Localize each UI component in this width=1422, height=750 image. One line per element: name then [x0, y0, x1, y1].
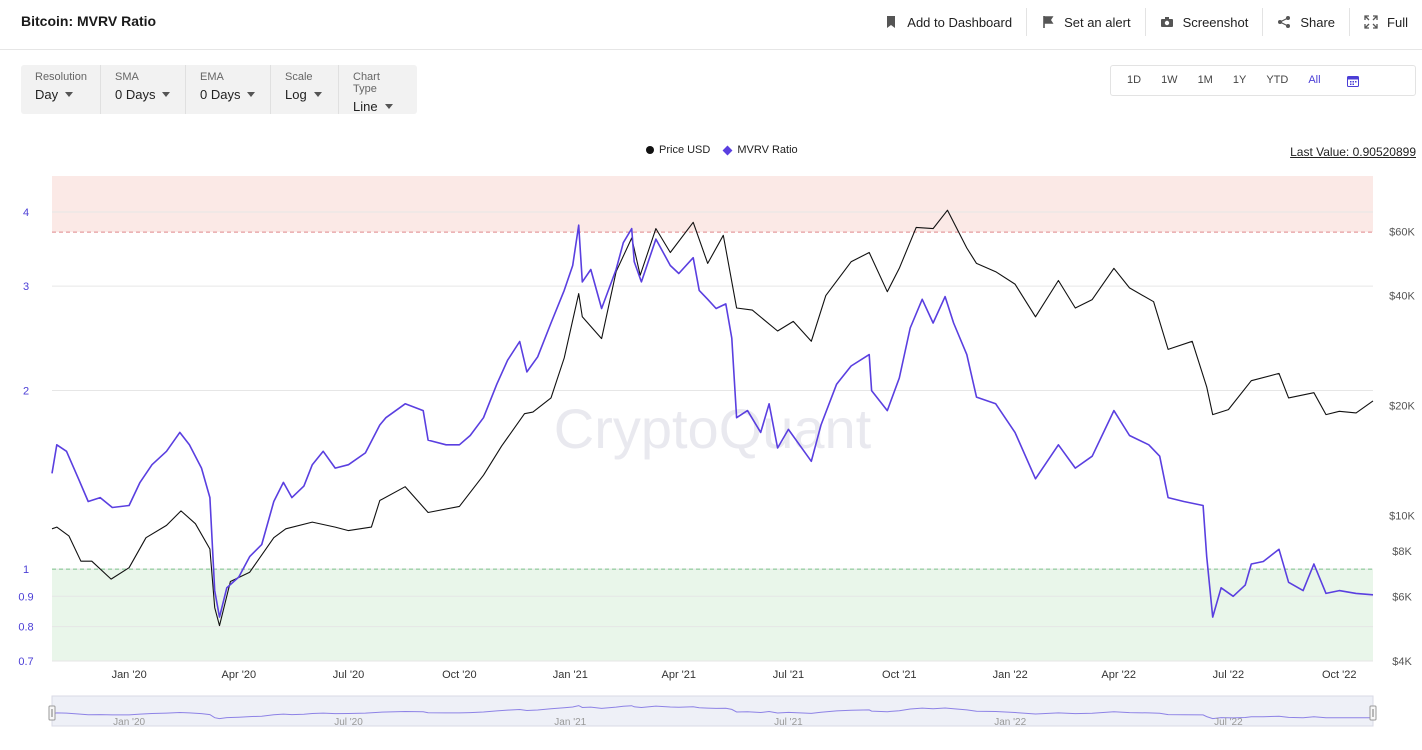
chevron-down-icon [313, 92, 322, 97]
bookmark-icon [884, 15, 898, 29]
navigator-tick-label: Jan '21 [554, 717, 586, 728]
share-label: Share [1300, 14, 1336, 30]
undervalued-zone [52, 569, 1373, 661]
y-left-tick-label: 1 [23, 564, 29, 576]
range-1w-button[interactable]: 1W [1161, 74, 1178, 86]
chart-type-value: Line [353, 99, 378, 114]
camera-icon [1160, 15, 1174, 29]
page-title: Bitcoin: MVRV Ratio [21, 13, 157, 29]
legend-label-price: Price USD [659, 144, 711, 156]
y-left-tick-label: 2 [23, 386, 29, 398]
x-tick-label: Jul '21 [773, 669, 804, 681]
legend-item-mvrv[interactable]: MVRV Ratio [722, 144, 798, 156]
resolution-value: Day [35, 87, 59, 102]
x-tick-label: Apr '21 [661, 669, 696, 681]
y-right-tick-label: $8K [1392, 546, 1412, 558]
alert-flag-icon [1041, 15, 1055, 29]
y-right-tick-label: $6K [1392, 592, 1412, 604]
scale-label: Scale [285, 71, 313, 83]
chevron-down-icon [65, 92, 74, 97]
fullscreen-label: Full [1387, 14, 1408, 30]
price-usd-line [51, 209, 1374, 627]
last-value: Last Value: 0.90520899 [1290, 145, 1416, 159]
mvrv-ratio-line [51, 224, 1374, 618]
navigator-tick-label: Jan '20 [113, 717, 145, 728]
y-left-tick-label: 4 [23, 207, 29, 219]
mvrv-chart[interactable]: CryptoQuant 0.7 0.8 0.9 1 2 3 4 $4K $6K $8K $10K $20… [0, 165, 1422, 690]
overvalued-zone [52, 176, 1373, 233]
range-1m-button[interactable]: 1M [1197, 74, 1213, 86]
expand-icon [1364, 15, 1378, 29]
navigator-tick-label: Jul '21 [774, 717, 803, 728]
y-right-tick-label: $60K [1389, 226, 1415, 238]
chevron-down-icon [384, 104, 393, 109]
ema-label: EMA [200, 71, 224, 83]
x-tick-label: Oct '22 [1322, 669, 1357, 681]
range-all-button[interactable]: All [1308, 74, 1321, 86]
navigator-series-line [51, 705, 1373, 720]
chart-legend: Price USD MVRV Ratio [646, 144, 812, 156]
y-right-tick-label: $4K [1392, 656, 1412, 668]
x-tick-label: Jan '21 [553, 669, 588, 681]
sma-select[interactable]: SMA 0 Days [101, 65, 186, 114]
legend-marker-mvrv [722, 145, 733, 155]
range-1y-button[interactable]: 1Y [1232, 74, 1247, 86]
resolution-select[interactable]: Resolution Day [21, 65, 101, 114]
add-to-dashboard-button[interactable]: Add to Dashboard [870, 8, 1026, 36]
x-tick-label: Oct '21 [882, 669, 917, 681]
top-bar: Bitcoin: MVRV Ratio Add to Dashboard Set… [0, 0, 1422, 50]
set-alert-button[interactable]: Set an alert [1026, 8, 1145, 36]
x-tick-label: Jan '22 [993, 669, 1028, 681]
y-left-tick-label: 3 [23, 281, 29, 293]
screenshot-button[interactable]: Screenshot [1144, 8, 1263, 36]
y-right-tick-label: $10K [1389, 511, 1415, 523]
y-left-tick-label: 0.8 [18, 622, 33, 634]
resolution-label: Resolution [35, 71, 87, 83]
x-tick-label: Jul '22 [1213, 669, 1244, 681]
scale-select[interactable]: Scale Log [271, 65, 339, 114]
chart-type-select[interactable]: Chart Type Line [339, 65, 417, 114]
ema-select[interactable]: EMA 0 Days [186, 65, 271, 114]
sma-label: SMA [115, 71, 139, 83]
share-button[interactable]: Share [1262, 8, 1349, 36]
x-tick-label: Apr '22 [1101, 669, 1136, 681]
calendar-icon[interactable] [1346, 75, 1359, 87]
y-right-tick-label: $20K [1389, 401, 1415, 413]
screenshot-label: Screenshot [1182, 14, 1249, 30]
navigator-tick-label: Jan '22 [994, 717, 1026, 728]
navigator-window [51, 695, 1374, 727]
set-alert-label: Set an alert [1064, 14, 1131, 30]
scale-value: Log [285, 87, 307, 102]
y-left-tick-label: 0.7 [18, 656, 33, 668]
navigator-tick-label: Jul '22 [1214, 717, 1243, 728]
y-left-tick-label: 0.9 [18, 591, 33, 603]
x-tick-label: Oct '20 [442, 669, 477, 681]
range-1d-button[interactable]: 1D [1127, 74, 1142, 86]
legend-item-price[interactable]: Price USD [646, 144, 710, 156]
sma-value: 0 Days [115, 87, 156, 102]
add-to-dashboard-label: Add to Dashboard [907, 14, 1013, 30]
chevron-down-icon [162, 92, 171, 97]
x-tick-label: Jul '20 [333, 669, 364, 681]
action-bar: Add to Dashboard Set an alert Screenshot… [870, 0, 1422, 44]
legend-label-mvrv: MVRV Ratio [737, 144, 798, 156]
legend-marker-price [646, 146, 654, 154]
chart-type-label: Chart Type [353, 71, 380, 95]
watermark: CryptoQuant [554, 397, 872, 460]
ema-value: 0 Days [200, 87, 241, 102]
chart-controls: Resolution Day SMA 0 Days EMA 0 Days Sca… [21, 65, 417, 114]
share-icon [1277, 15, 1291, 29]
x-tick-label: Apr '20 [222, 669, 257, 681]
range-selector: 1D 1W 1M 1Y YTD All [1110, 65, 1416, 96]
chevron-down-icon [247, 92, 256, 97]
navigator-tick-label: Jul '20 [334, 717, 363, 728]
range-ytd-button[interactable]: YTD [1266, 74, 1289, 86]
range-navigator[interactable]: Jan '20 Jul '20 Jan '21 Jul '21 Jan '22 Jul '… [0, 694, 1422, 734]
y-right-tick-label: $40K [1389, 291, 1415, 303]
fullscreen-button[interactable]: Full [1349, 8, 1422, 36]
x-tick-label: Jan '20 [112, 669, 147, 681]
